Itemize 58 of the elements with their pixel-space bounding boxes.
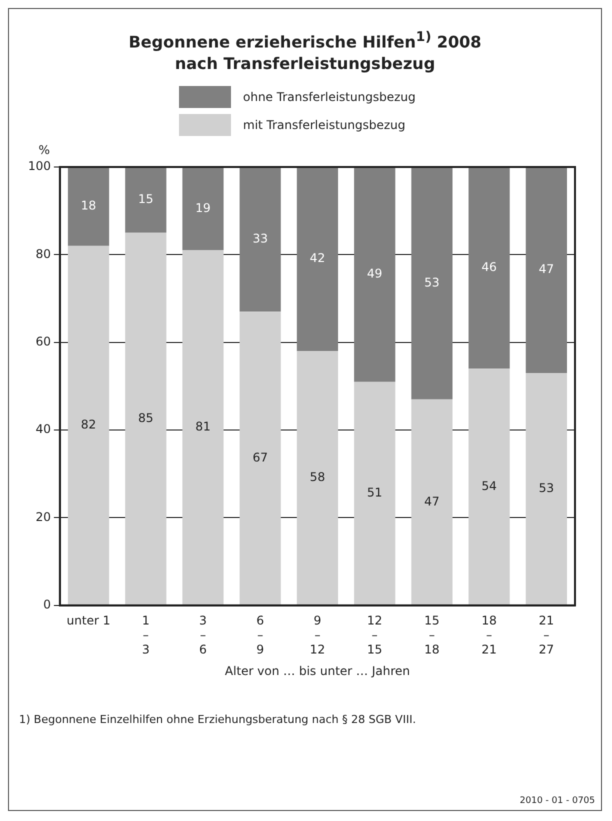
data-label: 51 bbox=[367, 486, 382, 500]
bar bbox=[354, 382, 396, 606]
bar bbox=[240, 312, 281, 606]
bar bbox=[354, 167, 396, 382]
x-tick-label: 1 – 3 bbox=[142, 614, 150, 657]
y-axis-title: % bbox=[38, 143, 50, 158]
x-axis-title: Alter von … bis unter … Jahren bbox=[224, 664, 410, 678]
data-label: 82 bbox=[80, 418, 96, 432]
x-tick-label: 6 – 9 bbox=[256, 614, 264, 657]
bar bbox=[526, 373, 567, 606]
bar bbox=[296, 351, 338, 606]
x-tick-label: unter 1 bbox=[66, 614, 110, 628]
data-label: 46 bbox=[482, 260, 497, 274]
bar bbox=[182, 250, 224, 606]
data-label: 49 bbox=[367, 266, 382, 281]
bar bbox=[296, 167, 338, 352]
data-label: 18 bbox=[80, 198, 96, 213]
data-label: 67 bbox=[252, 450, 268, 465]
x-tick-label: 15 – 18 bbox=[424, 614, 440, 657]
y-tick-label: 40 bbox=[36, 422, 51, 436]
text: 2010 - 01 - 0705 bbox=[520, 796, 595, 806]
bar bbox=[526, 167, 567, 374]
data-label: 33 bbox=[252, 232, 268, 246]
y-tick-label: 60 bbox=[36, 334, 51, 349]
legend-label: mit Transferleistungsbezug bbox=[243, 118, 406, 132]
text: 1) Begonnene Einzelhilfen ohne Erziehungsberatung nach § 28 SGB VIII. bbox=[19, 713, 417, 726]
data-label: 54 bbox=[482, 479, 497, 494]
data-label: 47 bbox=[424, 494, 440, 509]
bar bbox=[468, 167, 510, 369]
y-tick-label: 0 bbox=[43, 598, 51, 612]
data-label: 15 bbox=[138, 192, 154, 206]
x-tick-label: 9 – 12 bbox=[310, 614, 326, 657]
x-tick-label: 18 – 21 bbox=[482, 614, 497, 657]
data-label: 81 bbox=[195, 420, 211, 434]
legend-label: ohne Transferleistungsbezug bbox=[243, 90, 416, 104]
data-label: 47 bbox=[538, 262, 554, 276]
bar bbox=[68, 167, 110, 246]
bar bbox=[240, 167, 281, 312]
y-tick-label: 100 bbox=[28, 159, 51, 174]
bar bbox=[468, 368, 510, 606]
y-tick-label: 20 bbox=[36, 510, 51, 524]
data-label: 53 bbox=[424, 276, 440, 290]
chart-title: Begonnene erzieherische Hilfen$^{1)}$ 2008 nach Transferleistungsbezug bbox=[128, 29, 482, 76]
y-tick-label: 80 bbox=[36, 247, 51, 262]
data-label: 85 bbox=[138, 411, 154, 426]
data-label: 58 bbox=[310, 470, 326, 484]
bar bbox=[125, 167, 166, 234]
data-label: 53 bbox=[538, 481, 554, 496]
x-tick-label: 3 – 6 bbox=[199, 614, 207, 657]
bar bbox=[411, 400, 453, 606]
data-label: 42 bbox=[310, 252, 326, 266]
x-tick-label: 21 – 27 bbox=[538, 614, 554, 657]
x-tick-label: 12 – 15 bbox=[367, 614, 382, 657]
bar bbox=[68, 246, 110, 606]
bar bbox=[411, 167, 453, 400]
bar bbox=[125, 233, 166, 606]
data-label: 19 bbox=[195, 201, 211, 216]
bar bbox=[182, 167, 224, 251]
